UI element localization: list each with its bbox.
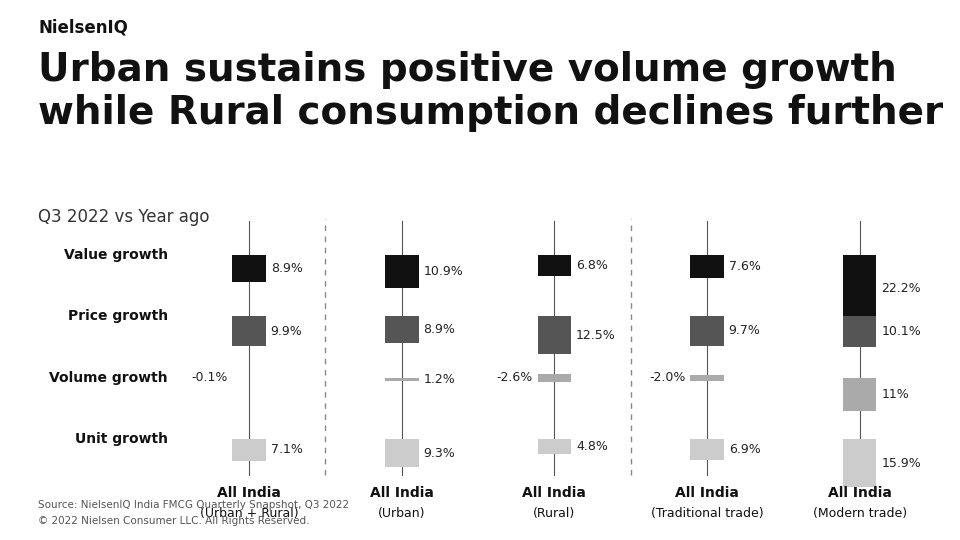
Text: (Urban): (Urban) xyxy=(378,507,425,519)
Text: -2.6%: -2.6% xyxy=(496,371,533,384)
Text: 22.2%: 22.2% xyxy=(881,282,921,295)
Text: 10.1%: 10.1% xyxy=(881,325,921,338)
Bar xyxy=(385,255,419,288)
Text: Value growth: Value growth xyxy=(64,248,168,262)
Text: 6.8%: 6.8% xyxy=(576,259,608,272)
Text: 7.1%: 7.1% xyxy=(271,443,302,456)
Text: 8.9%: 8.9% xyxy=(271,262,302,275)
Text: 10.9%: 10.9% xyxy=(423,265,463,278)
Text: All India: All India xyxy=(217,486,281,500)
Text: Unit growth: Unit growth xyxy=(75,432,168,446)
Text: Price growth: Price growth xyxy=(68,309,168,323)
Bar xyxy=(232,255,266,282)
Text: (Traditional trade): (Traditional trade) xyxy=(651,507,763,519)
Bar xyxy=(538,316,571,354)
Bar xyxy=(538,255,571,275)
Text: 9.9%: 9.9% xyxy=(271,325,302,338)
Bar xyxy=(385,377,419,381)
Text: 9.3%: 9.3% xyxy=(423,447,455,460)
Bar xyxy=(843,377,876,411)
Bar xyxy=(843,255,876,322)
Text: (Urban + Rural): (Urban + Rural) xyxy=(200,507,299,519)
Text: 9.7%: 9.7% xyxy=(729,325,760,338)
Text: (Rural): (Rural) xyxy=(533,507,576,519)
Bar xyxy=(690,316,724,346)
Text: 8.9%: 8.9% xyxy=(423,323,455,336)
Text: Urban sustains positive volume growth
while Rural consumption declines further: Urban sustains positive volume growth wh… xyxy=(38,51,944,132)
Text: 12.5%: 12.5% xyxy=(576,329,615,342)
Text: 4.8%: 4.8% xyxy=(576,440,608,453)
Text: (Modern trade): (Modern trade) xyxy=(812,507,907,519)
Text: -0.1%: -0.1% xyxy=(191,371,228,384)
Text: Volume growth: Volume growth xyxy=(49,370,168,384)
Bar xyxy=(232,439,266,461)
Text: All India: All India xyxy=(828,486,892,500)
Bar xyxy=(538,439,571,454)
Bar xyxy=(385,439,419,468)
Text: 6.9%: 6.9% xyxy=(729,443,760,456)
Text: Source: NielsenIQ India FMCG Quarterly Snapshot, Q3 2022: Source: NielsenIQ India FMCG Quarterly S… xyxy=(38,500,349,510)
Bar xyxy=(690,439,724,460)
Text: 1.2%: 1.2% xyxy=(423,373,455,386)
Bar xyxy=(385,316,419,343)
Text: 7.6%: 7.6% xyxy=(729,260,760,273)
Bar xyxy=(690,255,724,278)
Bar xyxy=(538,374,571,382)
Text: 11%: 11% xyxy=(881,388,909,401)
Text: © 2022 Nielsen Consumer LLC. All Rights Reserved.: © 2022 Nielsen Consumer LLC. All Rights … xyxy=(38,516,310,526)
Text: 15.9%: 15.9% xyxy=(881,457,921,470)
Bar xyxy=(843,316,876,347)
Text: All India: All India xyxy=(675,486,739,500)
Bar xyxy=(232,316,266,346)
Bar xyxy=(690,375,724,381)
Text: NielsenIQ: NielsenIQ xyxy=(38,19,129,37)
Text: Q3 2022 vs Year ago: Q3 2022 vs Year ago xyxy=(38,208,210,226)
Text: All India: All India xyxy=(370,486,434,500)
Text: -2.0%: -2.0% xyxy=(649,371,685,384)
Bar xyxy=(843,439,876,488)
Text: All India: All India xyxy=(522,486,587,500)
